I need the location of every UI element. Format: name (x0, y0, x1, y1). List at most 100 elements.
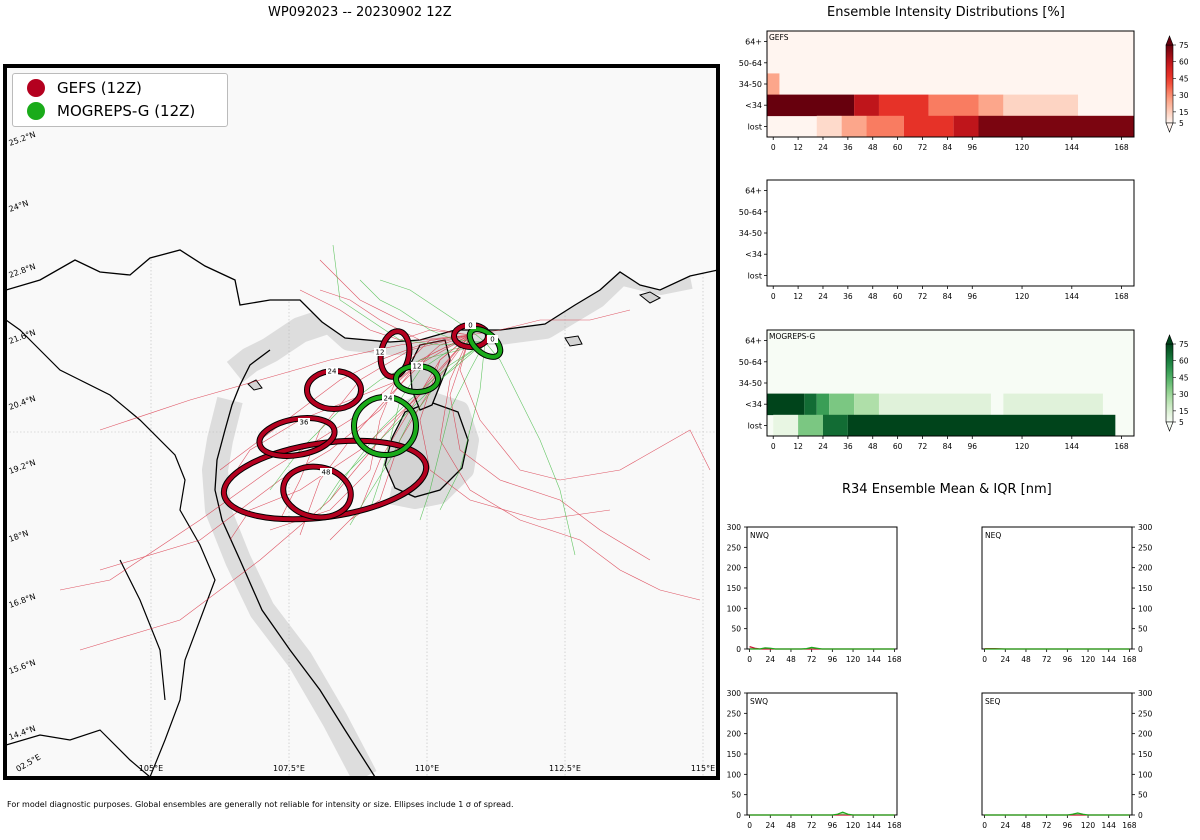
r34-panel-frame (746, 692, 898, 816)
x-tick-label: 96 (828, 655, 838, 664)
x-tick-label: 0 (747, 821, 752, 830)
x-tick-label: 12 (793, 143, 803, 152)
lon-label: 110°E (415, 764, 439, 773)
x-tick-label: 120 (1015, 292, 1030, 301)
y-tick-label: 250 (727, 709, 742, 718)
ellipse-label-gefs-48: 48 (320, 468, 332, 477)
x-tick-label: 96 (967, 292, 977, 301)
x-tick-label: 0 (747, 655, 752, 664)
row-label: <34 (745, 400, 762, 409)
x-tick-label: 96 (828, 821, 838, 830)
intensity-title: Ensemble Intensity Distributions [%] (827, 5, 1065, 20)
x-tick-label: 0 (771, 442, 776, 451)
x-tick-label: 0 (982, 821, 987, 830)
ellipse-label-mog-0: 0 (487, 335, 498, 344)
heatmap-cell (878, 94, 929, 117)
svg-text:36: 36 (300, 419, 309, 427)
x-tick-label: 168 (1122, 655, 1137, 664)
heatmap-cell (829, 393, 855, 416)
x-tick-label: 168 (887, 821, 902, 830)
heatmap-cell (953, 115, 979, 138)
legend-label: MOGREPS-G (12Z) (57, 102, 196, 120)
y-tick-label: 100 (727, 604, 742, 613)
x-tick-label: 168 (1114, 143, 1129, 152)
svg-text:48: 48 (322, 469, 331, 477)
lon-label: 107.5°E (273, 764, 305, 773)
colorbar-tick-label: 45 (1179, 373, 1189, 382)
r34-panel-label: NWQ (750, 531, 769, 540)
legend-label: GEFS (12Z) (57, 79, 142, 97)
heatmap-cell (978, 115, 1134, 138)
r34-panel: 0 50 100 150 200 250 300 0 24 48 72 96 120 144 168 SEQ (981, 689, 1153, 830)
x-tick-label: 144 (1065, 292, 1080, 301)
y-tick-label: 300 (1138, 523, 1153, 532)
y-tick-label: 0 (736, 811, 741, 820)
x-tick-label: 168 (1114, 292, 1129, 301)
panel-label: GEFS (769, 33, 789, 42)
heatmap-cell (841, 115, 867, 138)
mogreps-marker-icon (27, 102, 45, 120)
legend-item-mogreps: MOGREPS-G (12Z) (27, 100, 195, 122)
svg-text:12: 12 (376, 349, 385, 357)
x-tick-label: 24 (766, 821, 776, 830)
row-label: 34-50 (739, 379, 762, 388)
row-label: lost (748, 271, 762, 280)
svg-text:12: 12 (413, 363, 422, 371)
x-tick-label: 168 (1122, 821, 1137, 830)
lon-label: 112.5°E (549, 764, 581, 773)
colorbar-tick-label: 75 (1179, 41, 1189, 50)
x-tick-label: 120 (846, 821, 861, 830)
heatmap-cell (767, 393, 805, 416)
y-tick-label: 250 (727, 543, 742, 552)
row-label: 50-64 (739, 208, 762, 217)
colorbar-tick-label: 5 (1179, 418, 1184, 427)
intensity-panel: 64+ 50-64 34-50 <34 lost 0 12 24 36 48 60 72 84 96 120… (739, 30, 1189, 152)
colorbar-tick-label: 45 (1179, 74, 1189, 83)
r34-panel: 0 50 100 150 200 250 300 0 24 48 72 96 120 144 168 NEQ (981, 523, 1153, 664)
mogreps-mean-line (984, 812, 1130, 816)
colorbar-tick-label: 5 (1179, 119, 1184, 128)
y-tick-label: 150 (727, 584, 742, 593)
y-tick-label: 0 (1138, 645, 1143, 654)
row-label: lost (748, 122, 762, 131)
row-label: 64+ (745, 337, 762, 346)
r34-panel-frame (746, 526, 898, 650)
colorbar-tick-label: 15 (1179, 108, 1189, 117)
colorbar-extend-max (1165, 334, 1174, 345)
track-map: 0 0 12 12 24 24 36 48 105°E 107.5°E 110°… (3, 64, 720, 780)
svg-text:24: 24 (384, 395, 393, 403)
x-tick-label: 144 (867, 821, 882, 830)
row-label: 34-50 (739, 80, 762, 89)
r34-panel-label: SEQ (985, 697, 1000, 706)
x-tick-label: 84 (943, 292, 953, 301)
x-tick-label: 48 (786, 655, 796, 664)
y-tick-label: 0 (736, 645, 741, 654)
r34-panel-frame (981, 692, 1133, 816)
r34-panel-frame (981, 526, 1133, 650)
map-legend: GEFS (12Z) MOGREPS-G (12Z) (12, 73, 228, 127)
ellipse-label-mog-24: 24 (382, 394, 394, 403)
legend-item-gefs: GEFS (12Z) (27, 77, 142, 99)
x-tick-label: 144 (1102, 655, 1117, 664)
x-tick-label: 48 (786, 821, 796, 830)
colorbar (1165, 343, 1174, 423)
x-tick-label: 24 (818, 292, 828, 301)
row-label: 50-64 (739, 358, 762, 367)
heatmap-cell (773, 414, 799, 437)
x-tick-label: 36 (843, 143, 853, 152)
y-tick-label: 300 (727, 523, 742, 532)
y-tick-label: 200 (727, 730, 742, 739)
x-tick-label: 24 (818, 143, 828, 152)
colorbar-tick-label: 60 (1179, 58, 1189, 67)
r34-panel: 0 50 100 150 200 250 300 0 24 48 72 96 120 144 168 NWQ (727, 523, 902, 664)
y-tick-label: 250 (1138, 543, 1153, 552)
x-tick-label: 96 (967, 442, 977, 451)
x-tick-label: 84 (943, 143, 953, 152)
x-tick-label: 72 (807, 821, 817, 830)
x-tick-label: 120 (846, 655, 861, 664)
footnote: For model diagnostic purposes. Global en… (7, 800, 514, 809)
y-tick-label: 200 (1138, 564, 1153, 573)
y-tick-label: 150 (1138, 750, 1153, 759)
heatmap-cell (822, 414, 848, 437)
